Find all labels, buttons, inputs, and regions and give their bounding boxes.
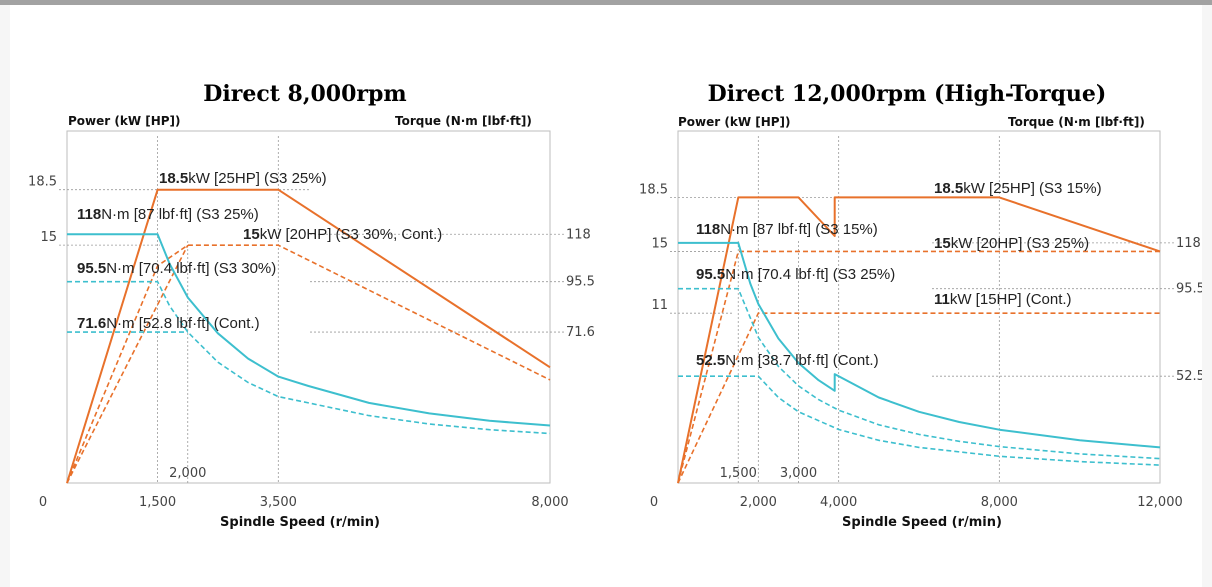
annotation-value: 95.5 xyxy=(696,266,725,283)
chart-title: Direct 12,000rpm (High-Torque) xyxy=(707,81,1107,107)
torque-tick-label: 95.5 xyxy=(1176,282,1202,297)
chart-title: Direct 8,000rpm xyxy=(203,81,407,107)
annotation-value: 18.5 xyxy=(934,180,963,197)
power-axis-label: Power (kW [HP]) xyxy=(68,114,181,128)
annotation-value: 52.5 xyxy=(696,352,725,369)
power-tick-label: 15 xyxy=(651,236,668,251)
content-panel: Direct 8,000rpm Power (kW [HP]) Torque (… xyxy=(10,5,1202,587)
x-tick-label: 2,000 xyxy=(740,495,777,510)
x-axis-label: Spindle Speed (r/min) xyxy=(220,515,380,530)
plot-frame xyxy=(66,130,551,484)
torque-tick-label: 52.5 xyxy=(1176,369,1202,384)
annotation-text: kW [20HP] (S3 25%) xyxy=(951,235,1089,252)
x-tick-label: 8,000 xyxy=(981,495,1018,510)
annotation-text: kW [20HP] (S3 30%, Cont.) xyxy=(260,226,443,243)
annotation-text: N·m [52.8 lbf·ft] (Cont.) xyxy=(106,315,259,332)
plot-frame xyxy=(677,130,1161,484)
power-series-18-5kw-25hp-s3-25 xyxy=(66,188,551,484)
power-series-15kw xyxy=(66,244,189,484)
annotation-label: 15kW [20HP] (S3 25%) xyxy=(934,235,1089,252)
annotation-value: 15 xyxy=(934,235,951,252)
annotation-label: 118N·m [87 lbf·ft] (S3 15%) xyxy=(696,221,878,238)
annotation-label: 118N·m [87 lbf·ft] (S3 25%) xyxy=(77,206,259,223)
x-tick-label-inner: 3,000 xyxy=(780,466,817,481)
annotation-text: kW [25HP] (S3 15%) xyxy=(963,180,1101,197)
x-tick-label: 1,500 xyxy=(139,495,176,510)
annotation-label: 95.5N·m [70.4 lbf·ft] (S3 30%) xyxy=(77,260,276,277)
annotation-text: N·m [38.7 lbf·ft] (Cont.) xyxy=(725,352,878,369)
chart-direct-8000: Direct 8,000rpm Power (kW [HP]) Torque (… xyxy=(10,5,600,565)
annotation-value: 95.5 xyxy=(77,260,106,277)
power-tick-label: 18.5 xyxy=(28,175,57,190)
x-tick-label: 0 xyxy=(650,495,658,510)
torque-series-118n-m-87-lbf-ft-s3-25 xyxy=(67,233,551,427)
top-border-bar xyxy=(0,0,1212,5)
x-axis-label: Spindle Speed (r/min) xyxy=(842,515,1002,530)
annotation-label: 52.5N·m [38.7 lbf·ft] (Cont.) xyxy=(696,352,879,369)
annotation-label: 95.5N·m [70.4 lbf·ft] (S3 25%) xyxy=(696,266,895,283)
annotation-label: 18.5kW [25HP] (S3 15%) xyxy=(934,180,1102,197)
torque-tick-label: 118 xyxy=(1176,236,1201,251)
annotation-text: N·m [87 lbf·ft] (S3 25%) xyxy=(101,206,259,223)
power-series-15kw-20hp-s3-30-cont xyxy=(66,244,551,484)
annotation-label: 15kW [20HP] (S3 30%, Cont.) xyxy=(243,226,442,243)
annotation-value: 11 xyxy=(934,291,950,308)
x-tick-label: 8,000 xyxy=(531,495,568,510)
annotation-value: 71.6 xyxy=(77,315,106,332)
torque-axis-label: Torque (N·m [lbf·ft]) xyxy=(395,114,532,128)
chart-plot: 18.5 15 11 118 95.5 52.5 0 2,000 4,000 8,000 12,00… xyxy=(639,130,1202,510)
torque-series-52-5n-m-38-7-lbf-ft-cont xyxy=(678,375,1161,466)
x-tick-label-inner: 1,500 xyxy=(720,466,757,481)
annotation-value: 15 xyxy=(243,226,260,243)
torque-axis-label: Torque (N·m [lbf·ft]) xyxy=(1008,115,1145,129)
torque-tick-label: 95.5 xyxy=(566,275,595,290)
x-tick-label: 12,000 xyxy=(1137,495,1183,510)
power-series-11kw-15hp-cont xyxy=(677,312,1160,484)
annotation-text: N·m [87 lbf·ft] (S3 15%) xyxy=(720,221,878,238)
torque-series-95-5n-m-70-4-lbf-ft-s3-25 xyxy=(678,287,1161,460)
torque-tick-label: 71.6 xyxy=(566,325,595,340)
annotation-label: 71.6N·m [52.8 lbf·ft] (Cont.) xyxy=(77,315,260,332)
annotation-value: 118 xyxy=(77,206,101,223)
chart-direct-12000-high-torque: Direct 12,000rpm (High-Torque) Power (kW… xyxy=(612,5,1202,565)
annotation-label: 18.5kW [25HP] (S3 25%) xyxy=(159,170,327,187)
annotation-text: kW [25HP] (S3 25%) xyxy=(188,170,326,187)
power-series-18-5kw-25hp-s3-15 xyxy=(677,196,1161,484)
annotation-text: N·m [70.4 lbf·ft] (S3 30%) xyxy=(106,260,276,277)
torque-series-95-5n-m-70-4-lbf-ft-s3-30 xyxy=(67,280,551,435)
annotation-value: 118 xyxy=(696,221,720,238)
power-axis-label: Power (kW [HP]) xyxy=(678,115,791,129)
annotation-label: 11kW [15HP] (Cont.) xyxy=(934,291,1072,308)
power-series-15kw-20hp-s3-25 xyxy=(677,250,1160,484)
x-tick-label: 0 xyxy=(39,495,47,510)
x-tick-label: 3,500 xyxy=(260,495,297,510)
chart-plot: 18.5 15 118 95.5 71.6 0 1,500 3,500 8,000 2,000 18… xyxy=(28,130,595,510)
power-tick-label: 18.5 xyxy=(639,182,668,197)
annotation-value: 18.5 xyxy=(159,170,188,187)
annotation-text: kW [15HP] (Cont.) xyxy=(950,291,1072,308)
x-tick-label-inner: 2,000 xyxy=(169,466,206,481)
power-tick-label: 11 xyxy=(651,298,668,313)
x-tick-label: 4,000 xyxy=(820,495,857,510)
annotation-text: N·m [70.4 lbf·ft] (S3 25%) xyxy=(725,266,895,283)
torque-series-118n-m-87-lbf-ft-s3-15 xyxy=(678,241,1161,449)
power-tick-label: 15 xyxy=(40,230,57,245)
torque-tick-label: 118 xyxy=(566,227,591,242)
